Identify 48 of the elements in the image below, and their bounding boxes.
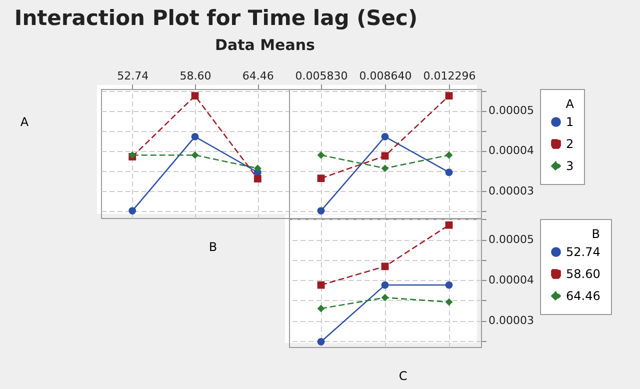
point: [445, 151, 453, 159]
point: [381, 132, 389, 140]
point: [191, 151, 199, 159]
legend-title: B: [592, 227, 600, 241]
point: [381, 164, 389, 172]
legend-title: A: [566, 97, 575, 111]
legend-label: 52.74: [566, 245, 600, 259]
legend-label: 2: [566, 137, 574, 151]
y-tick-label: 0.00004: [488, 144, 534, 158]
x-axis-title: B: [208, 240, 218, 254]
point: [445, 92, 453, 100]
point: [317, 207, 325, 214]
legend-label: 64.46: [566, 289, 600, 303]
y-tick-label: 0.00003: [488, 184, 534, 198]
x-tick-label: 52.74: [117, 70, 149, 82]
x-tick-label: 0.005830: [295, 70, 348, 82]
point: [317, 338, 325, 346]
x-tick-label: 0.012296: [423, 70, 476, 82]
point: [317, 151, 325, 159]
point: [381, 281, 389, 289]
legend-label: 3: [566, 159, 574, 173]
point: [381, 262, 389, 270]
chart-subtitle: Data Means: [214, 36, 316, 54]
y-tick-label: 0.00005: [488, 233, 534, 246]
x-tick-label: 0.008640: [359, 70, 412, 82]
point: [128, 207, 136, 214]
x-axis-title: C: [398, 369, 408, 383]
y-tick-label: 0.00003: [488, 314, 534, 328]
legend-label: 1: [566, 115, 574, 129]
y-tick-label: 0.00005: [488, 104, 534, 118]
point: [381, 294, 389, 302]
point: [254, 175, 262, 182]
y-tick-label: 0.00004: [488, 274, 534, 287]
point: [191, 92, 199, 100]
point: [445, 168, 453, 176]
point: [191, 132, 199, 140]
x-tick-label: 58.60: [180, 70, 212, 82]
point: [445, 221, 453, 229]
chart-title: Interaction Plot for Time lag (Sec): [13, 6, 419, 30]
point: [317, 304, 325, 312]
point: [445, 298, 453, 306]
y-axis-title: A: [20, 114, 30, 129]
point: [445, 281, 453, 289]
point: [317, 174, 325, 182]
point: [381, 152, 389, 160]
x-tick-label: 64.46: [242, 70, 274, 82]
point: [254, 164, 262, 172]
legend-label: 58.60: [566, 267, 600, 281]
